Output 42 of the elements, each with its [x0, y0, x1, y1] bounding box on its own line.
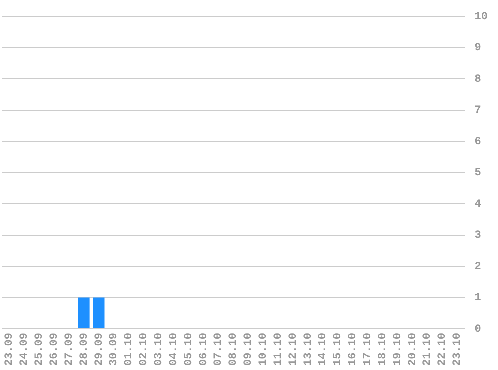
x-tick-label: 18.10 [377, 332, 390, 366]
x-tick-label: 05.10 [183, 332, 196, 366]
y-tick-label: 3 [474, 230, 482, 242]
x-tick-label: 16.10 [348, 332, 360, 366]
x-tick-label: 26.09 [49, 332, 62, 366]
y-tick-label: 4 [474, 198, 482, 211]
x-tick-label: 10.10 [258, 332, 270, 366]
y-tick-label: 8 [474, 74, 482, 86]
y-tick-label: 0 [474, 324, 482, 336]
x-tick-label: 01.10 [124, 332, 136, 366]
y-tick-label: 6 [474, 136, 482, 148]
x-tick-label: 20.10 [407, 332, 420, 366]
x-tick-label: 22.10 [437, 332, 450, 366]
x-tick-label: 03.10 [154, 332, 166, 366]
x-tick-label: 07.10 [213, 332, 226, 366]
x-tick-label: 14.10 [318, 332, 330, 366]
x-tick-label: 29.09 [94, 332, 106, 366]
x-tick-label: 12.10 [288, 332, 300, 366]
x-tick-label: 27.09 [64, 332, 76, 366]
x-tick-label: 19.10 [392, 332, 404, 366]
x-tick-label: 11.10 [272, 332, 285, 366]
x-tick-label: 08.10 [228, 332, 240, 366]
x-tick-label: 17.10 [362, 332, 375, 366]
x-tick-label: 04.10 [168, 332, 180, 366]
y-tick-label: 5 [474, 168, 482, 180]
y-tick-label: 7 [474, 105, 482, 118]
x-tick-label: 23.09 [4, 332, 16, 366]
x-tick-label: 15.10 [332, 332, 345, 366]
x-tick-label: 21.10 [422, 332, 434, 366]
x-tick-label: 06.10 [198, 332, 210, 366]
y-tick-label: 10 [474, 11, 488, 24]
x-tick-label: 13.10 [302, 332, 315, 366]
x-tick-label: 23.10 [452, 332, 464, 366]
x-tick-label: 24.09 [19, 332, 32, 366]
y-tick-label: 2 [474, 261, 482, 274]
x-tick-label: 30.09 [108, 332, 121, 366]
x-tick-label: 25.09 [34, 332, 46, 366]
x-tick-label: 28.09 [78, 332, 91, 366]
y-tick-label: 1 [474, 292, 482, 305]
x-tick-label: 02.10 [138, 332, 151, 366]
x-tick-label: 09.10 [243, 332, 256, 366]
y-tick-label: 9 [474, 42, 482, 55]
